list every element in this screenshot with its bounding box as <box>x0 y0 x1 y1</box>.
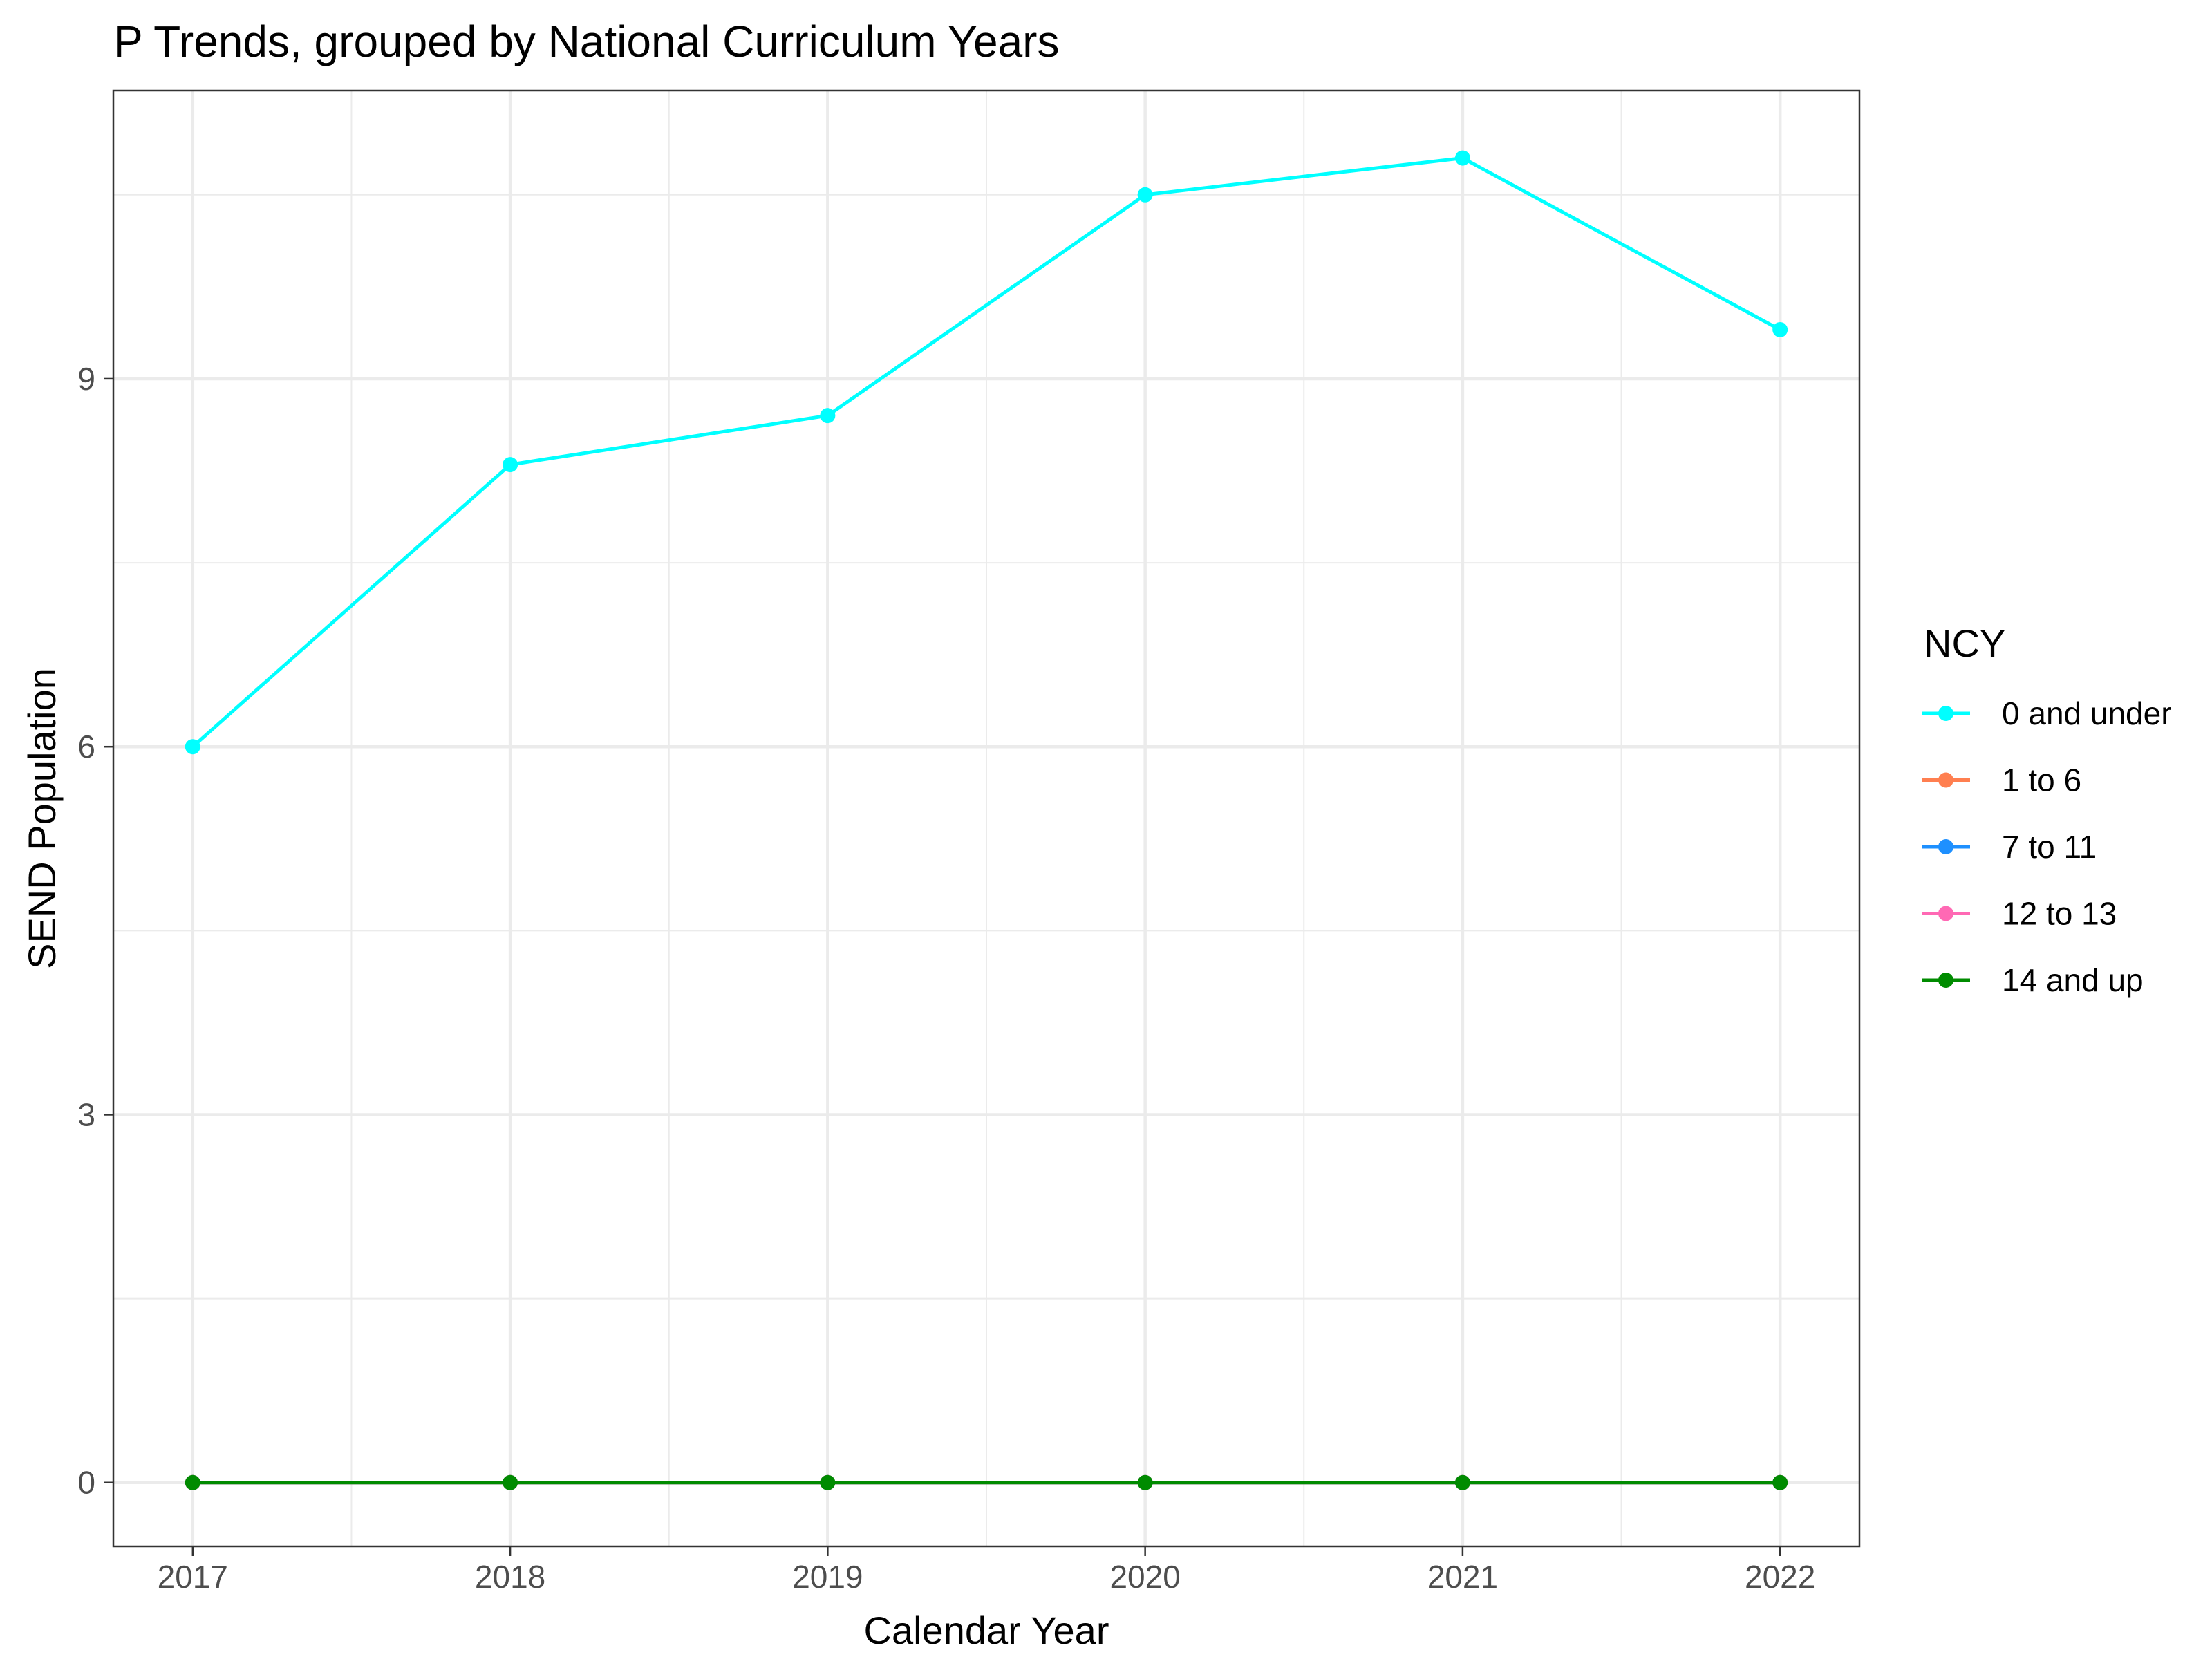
x-tick-label: 2022 <box>1745 1559 1815 1595</box>
data-point <box>1454 150 1470 166</box>
data-point <box>185 1474 200 1490</box>
legend-key-point <box>1938 973 1953 988</box>
x-tick-label: 2017 <box>158 1559 228 1595</box>
data-point <box>820 1474 836 1490</box>
y-axis-title: SEND Population <box>20 668 64 969</box>
series-line <box>191 156 1781 749</box>
y-tick-label: 3 <box>77 1096 95 1132</box>
data-point <box>503 457 518 473</box>
legend-label: 1 to 6 <box>2002 762 2081 798</box>
legend-key-point <box>1938 839 1953 854</box>
legend-key-point <box>1938 906 1953 921</box>
series-layer <box>185 150 1788 1490</box>
legend-label: 12 to 13 <box>2002 896 2117 932</box>
x-tick-label: 2019 <box>792 1559 863 1595</box>
legend-item: 14 and up <box>1922 962 2144 998</box>
data-point <box>1772 321 1788 337</box>
legend-label: 14 and up <box>2002 962 2144 998</box>
data-point <box>1137 187 1153 203</box>
legend-label: 0 and under <box>2002 695 2172 731</box>
y-tick-label: 9 <box>77 361 95 397</box>
legend-key-point <box>1938 772 1953 788</box>
series-group <box>185 1474 1788 1490</box>
data-point <box>1454 1474 1470 1490</box>
plot-panel-border <box>112 89 1861 1548</box>
x-tick-label: 2021 <box>1427 1559 1498 1595</box>
legend-item: 0 and under <box>1922 695 2172 731</box>
x-tick-label: 2020 <box>1109 1559 1180 1595</box>
legend-key-point <box>1938 706 1953 721</box>
y-tick-label: 0 <box>77 1465 95 1501</box>
grid <box>113 91 1859 1546</box>
x-tick-label: 2018 <box>475 1559 545 1595</box>
data-point <box>185 739 200 755</box>
legend-title: NCY <box>1924 621 2005 665</box>
legend-label: 7 to 11 <box>2002 829 2097 865</box>
legend-item: 7 to 11 <box>1922 829 2097 865</box>
data-point <box>1137 1474 1153 1490</box>
data-point <box>820 408 836 424</box>
y-tick-label: 6 <box>77 729 95 765</box>
series-group <box>185 150 1788 755</box>
x-axis-title: Calendar Year <box>864 1609 1109 1652</box>
data-point <box>503 1474 518 1490</box>
chart-title: P Trends, grouped by National Curriculum… <box>113 17 1059 66</box>
data-point <box>1772 1474 1788 1490</box>
legend-item: 1 to 6 <box>1922 762 2081 798</box>
ticks: 2017 2018 2019 2020 2021 2022 0 3 6 9 <box>77 361 1815 1595</box>
legend-item: 12 to 13 <box>1922 896 2117 932</box>
legend: NCY 0 and under 1 to 6 7 to 11 12 to 13 14 a… <box>1922 621 2172 998</box>
